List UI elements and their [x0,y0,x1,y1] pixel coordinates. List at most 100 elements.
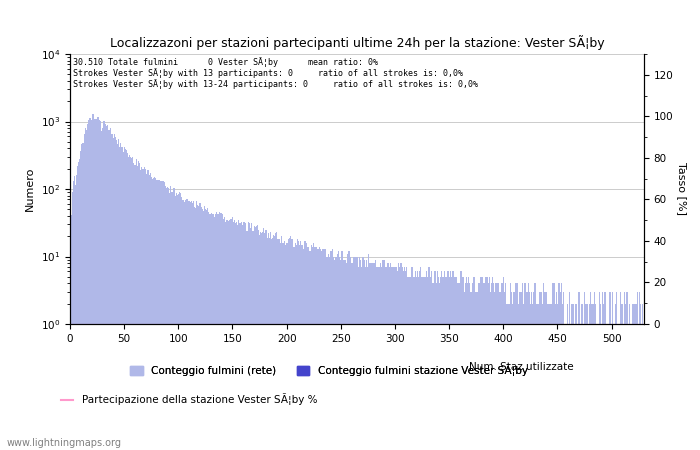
Legend: Conteggio fulmini (rete), Conteggio fulmini stazione Vester SÃ¦by: Conteggio fulmini (rete), Conteggio fulm… [126,360,532,380]
Bar [514,284,516,450]
Bar [623,324,624,450]
Bar [312,247,313,450]
Bar [283,243,284,450]
Bar [624,292,625,450]
Bar [298,241,299,450]
Bar [321,251,322,450]
Bar [548,304,550,450]
Bar [416,277,417,450]
Text: www.lightningmaps.org: www.lightningmaps.org [7,438,122,448]
Bar [115,137,116,450]
Title: Localizzazoni per stazioni partecipanti ultime 24h per la stazione: Vester SÃ¦by: Localizzazoni per stazioni partecipanti … [110,35,604,50]
Bar [207,207,208,450]
Bar [104,121,105,450]
Bar [489,277,490,450]
Bar [376,267,377,450]
Bar [271,239,272,450]
Bar [415,271,416,450]
Bar [602,292,603,450]
Bar [327,256,328,450]
Bar [550,304,552,450]
Bar [559,284,560,450]
Bar [426,271,427,450]
Bar [176,195,178,450]
Bar [419,271,421,450]
Bar [134,165,136,450]
Bar [168,188,169,450]
Bar [83,134,85,450]
Bar [320,249,321,450]
Bar [485,277,486,450]
Bar [259,235,260,450]
Bar [124,147,125,450]
Bar [494,292,495,450]
Bar [190,202,191,450]
Bar [599,292,600,450]
Bar [111,134,112,450]
Bar [510,284,511,450]
Bar [246,231,247,450]
Bar [75,184,76,450]
Bar [388,263,389,450]
Bar [401,263,402,450]
Bar [509,304,510,450]
Bar [374,263,375,450]
Bar [241,225,243,450]
Bar [506,304,507,450]
Bar [439,284,440,450]
Bar [542,304,543,450]
Bar [487,284,489,450]
Bar [566,304,568,450]
Bar [225,221,227,450]
Bar [276,232,277,450]
Bar [490,292,491,450]
Bar [99,120,100,450]
Bar [605,292,606,450]
Bar [309,251,310,450]
Bar [234,220,235,450]
Bar [244,221,245,450]
Bar [491,284,492,450]
Bar [518,304,519,450]
Bar [208,212,209,450]
Bar [237,225,239,450]
Bar [430,277,431,450]
Bar [211,213,212,450]
Bar [425,277,426,450]
Bar [384,267,386,450]
Bar [245,223,246,450]
Bar [528,292,530,450]
Bar [465,284,466,450]
Bar [596,324,597,450]
Bar [199,203,200,450]
Bar [468,277,469,450]
Bar [482,277,483,450]
Bar [617,324,619,450]
Bar [286,243,287,450]
Bar [85,130,87,450]
Bar [301,245,302,450]
Bar [552,284,554,450]
Bar [403,271,404,450]
Bar [210,214,211,450]
Bar [232,216,233,450]
Bar [479,284,480,450]
Bar [631,304,633,450]
Bar [337,254,338,450]
Bar [195,207,196,450]
Bar [424,277,425,450]
Bar [155,178,156,450]
Bar [413,277,414,450]
Bar [625,304,626,450]
Bar [182,200,183,450]
Bar [101,130,102,450]
Bar [90,117,91,450]
Bar [223,219,224,450]
Bar [481,277,482,450]
Bar [89,118,90,450]
Bar [586,304,587,450]
Bar [216,212,217,450]
Bar [102,127,103,450]
Bar [297,239,298,450]
Bar [519,292,520,450]
